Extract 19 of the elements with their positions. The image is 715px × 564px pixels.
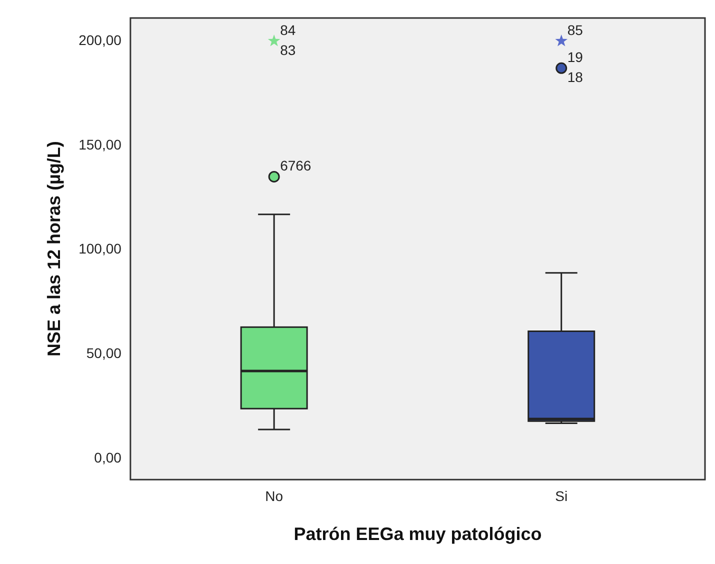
x-tick-label: No [265, 488, 284, 504]
point [268, 170, 280, 182]
annotation: 85 [567, 22, 584, 38]
y-tick-label: 0,00 [94, 450, 122, 466]
annotation: 18 [567, 68, 584, 85]
y-axis-title: NSE a las 12 horas (µg/L) [44, 141, 64, 357]
annotation: 6766 [280, 158, 312, 174]
y-tick-label: 100,00 [78, 240, 122, 257]
x-axis-title: Patrón EEGa muy patológico [294, 524, 542, 544]
y-tick-label: 50,00 [86, 345, 122, 362]
annotation: 84 [280, 22, 296, 38]
point [268, 34, 280, 46]
annotation: 19 [567, 48, 584, 65]
annotation: 83 [280, 42, 296, 58]
x-tick-label: Si [555, 488, 568, 504]
y-tick-label: 200,00 [78, 32, 122, 48]
point [555, 34, 568, 46]
y-tick-label: 150,00 [78, 136, 122, 152]
point [556, 62, 568, 74]
